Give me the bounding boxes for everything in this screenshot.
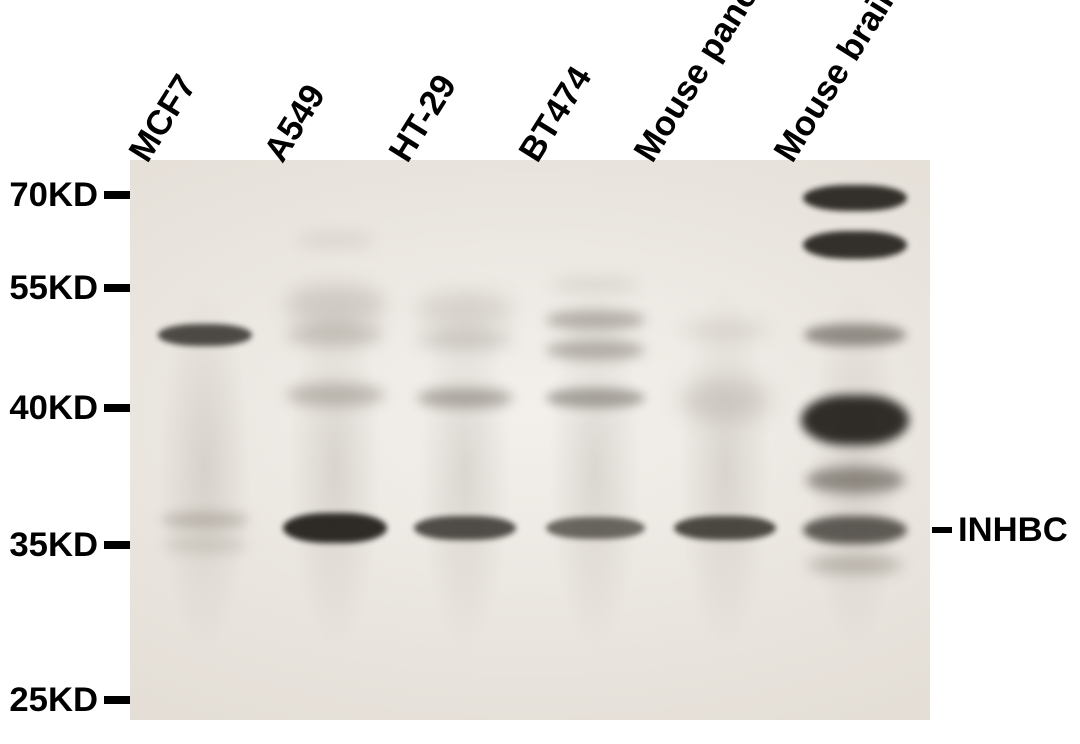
marker-tick	[104, 191, 130, 199]
band	[414, 516, 515, 540]
band	[803, 516, 908, 544]
marker-label: 25KD	[9, 681, 98, 720]
band	[283, 513, 388, 543]
band	[417, 292, 514, 328]
marker-tick	[104, 404, 130, 412]
lane-label: BT474	[512, 60, 600, 169]
band	[807, 556, 904, 574]
band	[162, 538, 248, 552]
band	[803, 185, 908, 211]
lane-label: A549	[257, 78, 334, 169]
target-tick	[932, 527, 952, 533]
band	[287, 324, 384, 346]
target-label: INHBC	[958, 511, 1068, 550]
band	[806, 467, 905, 493]
band	[801, 395, 909, 445]
marker-label: 55KD	[9, 269, 98, 308]
band	[551, 277, 639, 293]
marker-label: 35KD	[9, 526, 98, 565]
lane-label: Mouse brain	[767, 0, 908, 169]
lane-label: HT-29	[382, 68, 465, 169]
marker-tick	[104, 284, 130, 292]
band	[681, 321, 769, 339]
band	[286, 285, 385, 325]
marker-tick	[104, 696, 130, 704]
band	[546, 388, 645, 408]
band	[546, 310, 645, 330]
band	[678, 380, 772, 420]
western-blot-figure: 70KD 55KD 40KD 35KD 25KD MCF7 A549 HT-29 BT474 M…	[0, 0, 1080, 744]
marker-label: 70KD	[9, 176, 98, 215]
band	[286, 384, 385, 406]
band	[804, 324, 905, 346]
band	[674, 516, 775, 540]
band	[158, 324, 252, 346]
band	[803, 231, 908, 259]
marker-tick	[104, 541, 130, 549]
band	[161, 512, 249, 528]
marker-label: 40KD	[9, 389, 98, 428]
band	[546, 340, 645, 360]
band	[418, 330, 512, 350]
band	[546, 517, 645, 539]
blot-membrane	[130, 160, 930, 720]
band	[297, 233, 374, 247]
band	[417, 388, 514, 408]
lane-label: MCF7	[122, 68, 205, 169]
